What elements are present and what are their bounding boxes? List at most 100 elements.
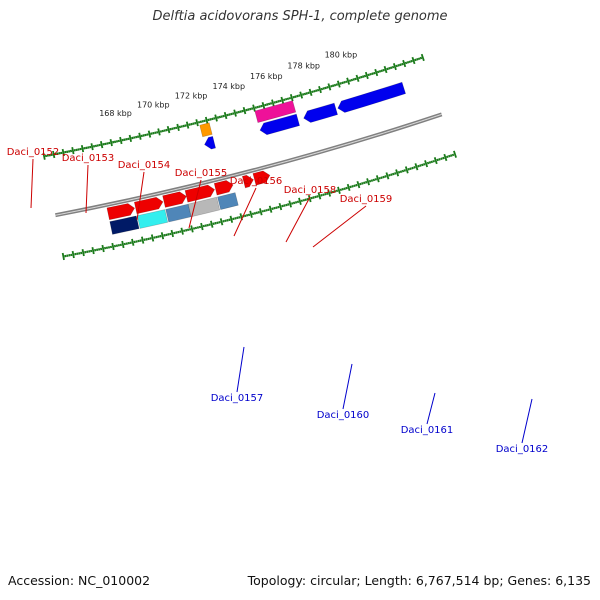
minor-tick bbox=[339, 188, 343, 192]
major-tick bbox=[392, 63, 397, 71]
minor-tick bbox=[249, 107, 252, 111]
minor-tick bbox=[183, 229, 186, 233]
minor-tick bbox=[333, 190, 337, 193]
minor-tick bbox=[304, 198, 307, 201]
major-tick bbox=[160, 232, 165, 240]
minor-tick bbox=[113, 244, 117, 248]
minor-tick bbox=[169, 232, 172, 236]
minor-tick bbox=[408, 60, 411, 64]
minor-tick bbox=[186, 228, 190, 232]
major-tick bbox=[166, 125, 171, 134]
minor-tick bbox=[315, 89, 318, 92]
minor-tick bbox=[324, 192, 327, 196]
daci-0162-label: Daci_0162 bbox=[496, 444, 549, 455]
minor-tick bbox=[222, 114, 225, 118]
minor-tick bbox=[123, 138, 126, 141]
minor-tick bbox=[147, 237, 150, 241]
minor-tick bbox=[133, 240, 136, 244]
major-tick bbox=[190, 225, 194, 233]
minor-tick bbox=[135, 240, 138, 243]
minor-tick bbox=[284, 97, 288, 101]
major-tick bbox=[219, 218, 224, 226]
minor-tick bbox=[214, 221, 217, 225]
minor-tick bbox=[237, 110, 240, 114]
minor-tick bbox=[98, 143, 101, 147]
minor-tick bbox=[316, 88, 320, 92]
minor-tick bbox=[113, 140, 117, 144]
minor-tick bbox=[369, 72, 372, 76]
major-tick bbox=[200, 222, 204, 231]
major-tick bbox=[317, 192, 322, 200]
minor-tick bbox=[414, 58, 417, 62]
minor-tick bbox=[380, 69, 384, 73]
major-tick bbox=[150, 234, 155, 242]
scale-label: 172 kbp bbox=[175, 92, 208, 101]
minor-tick bbox=[446, 155, 449, 159]
major-tick bbox=[336, 80, 341, 88]
minor-tick bbox=[421, 163, 424, 167]
minor-tick bbox=[212, 222, 215, 226]
minor-tick bbox=[410, 59, 413, 63]
daci-0159-label: Daci_0159 bbox=[340, 194, 393, 205]
major-tick bbox=[131, 238, 135, 246]
minor-tick bbox=[220, 115, 223, 118]
minor-tick bbox=[156, 131, 159, 134]
minor-tick bbox=[203, 119, 206, 123]
major-tick bbox=[280, 96, 285, 104]
minor-tick bbox=[267, 102, 271, 106]
minor-tick bbox=[310, 196, 313, 200]
minor-tick bbox=[275, 100, 278, 104]
major-tick bbox=[346, 183, 351, 192]
scale-label: 180 kbp bbox=[325, 50, 358, 59]
minor-tick bbox=[171, 127, 174, 131]
minor-tick bbox=[298, 94, 301, 97]
minor-tick bbox=[388, 173, 391, 177]
minor-tick bbox=[180, 125, 183, 128]
daci-0157-cds-arrow bbox=[204, 136, 216, 150]
minor-tick bbox=[135, 135, 138, 139]
minor-tick bbox=[230, 112, 233, 116]
minor-tick bbox=[335, 189, 339, 193]
minor-tick bbox=[123, 242, 126, 246]
minor-tick bbox=[372, 178, 376, 182]
scale-label: 174 kbp bbox=[212, 82, 245, 91]
daci-0157-callout-line bbox=[236, 346, 245, 393]
minor-tick bbox=[397, 64, 400, 67]
minor-tick bbox=[448, 154, 451, 158]
major-tick bbox=[453, 150, 457, 158]
minor-tick bbox=[333, 83, 337, 87]
minor-tick bbox=[257, 211, 260, 214]
daci-0158-callout-line bbox=[285, 196, 311, 243]
minor-tick bbox=[363, 181, 366, 185]
minor-tick bbox=[207, 118, 210, 122]
minor-tick bbox=[222, 219, 225, 223]
minor-tick bbox=[267, 208, 270, 212]
minor-tick bbox=[339, 82, 342, 85]
minor-tick bbox=[177, 230, 180, 234]
minor-tick bbox=[179, 230, 182, 233]
minor-tick bbox=[127, 241, 130, 245]
minor-tick bbox=[302, 198, 306, 202]
minor-tick bbox=[320, 87, 324, 91]
minor-tick bbox=[273, 206, 276, 210]
major-tick bbox=[185, 121, 190, 129]
major-tick bbox=[366, 178, 370, 186]
daci-0161-label: Daci_0161 bbox=[401, 425, 454, 436]
daci-0156-cog-block bbox=[217, 192, 239, 210]
minor-tick bbox=[115, 244, 119, 247]
minor-tick bbox=[363, 74, 367, 78]
minor-tick bbox=[146, 133, 149, 136]
major-tick bbox=[271, 99, 275, 107]
major-tick bbox=[61, 148, 65, 157]
minor-tick bbox=[256, 105, 259, 109]
minor-tick bbox=[451, 153, 455, 157]
minor-tick bbox=[422, 163, 426, 166]
minor-tick bbox=[281, 204, 284, 208]
major-tick bbox=[229, 215, 234, 223]
major-tick bbox=[289, 94, 294, 102]
minor-tick bbox=[371, 72, 374, 75]
daci-0161-callout-line bbox=[426, 392, 436, 425]
minor-tick bbox=[436, 158, 439, 162]
major-tick bbox=[355, 74, 360, 82]
